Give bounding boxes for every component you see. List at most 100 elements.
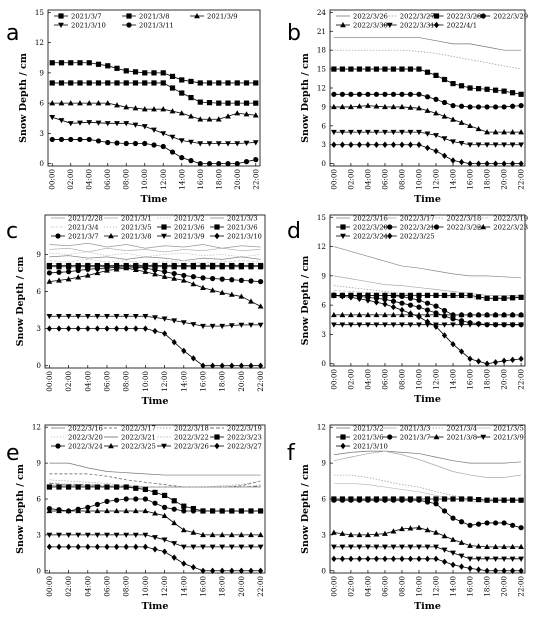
data-point (200, 323, 206, 330)
data-point (356, 103, 363, 109)
data-point (501, 567, 507, 574)
y-tick-label: 12 (317, 423, 326, 432)
legend-marker (433, 224, 440, 230)
x-tick-label: 20:00 (500, 169, 509, 190)
data-point (390, 497, 397, 503)
data-point (105, 139, 111, 146)
panel-c: c 0 3 6 9 00:00 02:00 04:00 06:00 08:00 10:00 12:00… (6, 214, 266, 407)
data-point (94, 262, 100, 269)
data-point (104, 100, 111, 106)
data-point (257, 544, 264, 550)
data-point (188, 113, 194, 119)
data-point (501, 311, 507, 318)
data-point (433, 133, 439, 139)
legend-entry: 2021/3/10 (353, 442, 388, 450)
data-point (58, 100, 65, 106)
data-point (484, 86, 490, 92)
data-point (356, 322, 363, 328)
y-axis-label: Snow Depth / cm (300, 464, 311, 554)
legend-entry: 2022/3/26 (174, 442, 209, 450)
series-4 (49, 258, 261, 264)
data-point (243, 111, 250, 117)
data-point (475, 496, 482, 503)
series-line (333, 275, 522, 296)
data-point (382, 292, 388, 298)
data-point (179, 77, 185, 83)
panel-letter: b (287, 21, 301, 46)
x-tick-label: 06:00 (380, 576, 389, 597)
data-point (382, 322, 388, 328)
data-point (331, 529, 337, 535)
data-point (475, 104, 482, 110)
data-point (441, 533, 448, 539)
data-point (133, 543, 139, 551)
y-tick-label: 0 (36, 566, 41, 575)
data-point (162, 504, 168, 510)
legend-marker (340, 224, 346, 230)
y-tick-label: 12 (32, 423, 41, 432)
data-point (65, 507, 72, 514)
data-point (225, 100, 231, 106)
legend: 2022/3/26 2022/3/27 2022/3/28 2022/3/29 2022… (336, 12, 528, 29)
panel-a: a 0 3 6 9 12 15 00:00 02:00 04:00 06:00 08:00 10:00 1… (6, 8, 261, 205)
x-tick-label: 18:00 (218, 371, 227, 392)
data-point (356, 129, 363, 136)
data-point (424, 527, 431, 533)
data-point (331, 322, 337, 328)
data-point (169, 73, 176, 79)
data-point (356, 311, 363, 318)
data-point (484, 295, 490, 301)
data-point (492, 87, 499, 93)
data-point (152, 271, 158, 277)
data-point (243, 159, 250, 165)
x-tick-label: 10:00 (140, 169, 149, 190)
data-point (467, 311, 473, 318)
data-point (180, 277, 187, 283)
data-point (142, 268, 149, 274)
x-tick-label: 14:00 (177, 169, 186, 190)
data-point (373, 66, 380, 72)
data-point (49, 60, 55, 66)
x-tick-label: 08:00 (122, 371, 131, 392)
data-point (433, 147, 439, 155)
data-point (390, 555, 397, 563)
series-line (333, 37, 522, 51)
data-point (424, 307, 431, 313)
data-point (339, 322, 346, 328)
data-point (104, 543, 110, 551)
data-point (348, 294, 354, 301)
data-point (475, 543, 482, 549)
data-point (441, 311, 448, 318)
data-point (162, 492, 168, 499)
data-point (209, 544, 216, 550)
data-point (509, 142, 516, 148)
data-point (424, 555, 431, 563)
series-line (49, 242, 261, 249)
legend-entry: 2021/3/1 (121, 214, 152, 222)
data-point (142, 70, 148, 76)
data-point (46, 325, 52, 332)
data-point (501, 104, 507, 110)
data-point (68, 60, 74, 66)
data-point (114, 543, 120, 551)
data-point (142, 140, 148, 147)
legend-marker (340, 233, 346, 239)
data-point (390, 303, 397, 311)
data-point (509, 497, 516, 503)
data-point (458, 311, 465, 318)
data-point (215, 116, 222, 122)
x-tick-label: 22:00 (517, 369, 526, 390)
x-tick-label: 16:00 (199, 576, 208, 597)
x-tick-label: 00:00 (45, 371, 54, 392)
data-point (258, 362, 264, 369)
x-axis-label: Time (142, 396, 169, 407)
data-point (450, 341, 456, 348)
data-point (441, 76, 448, 83)
data-point (253, 157, 259, 163)
series-line (49, 484, 261, 488)
legend-entry: 2021/3/6 (353, 433, 384, 441)
data-point (416, 304, 422, 310)
data-point (132, 80, 139, 86)
data-point (433, 323, 439, 330)
data-point (188, 78, 194, 85)
